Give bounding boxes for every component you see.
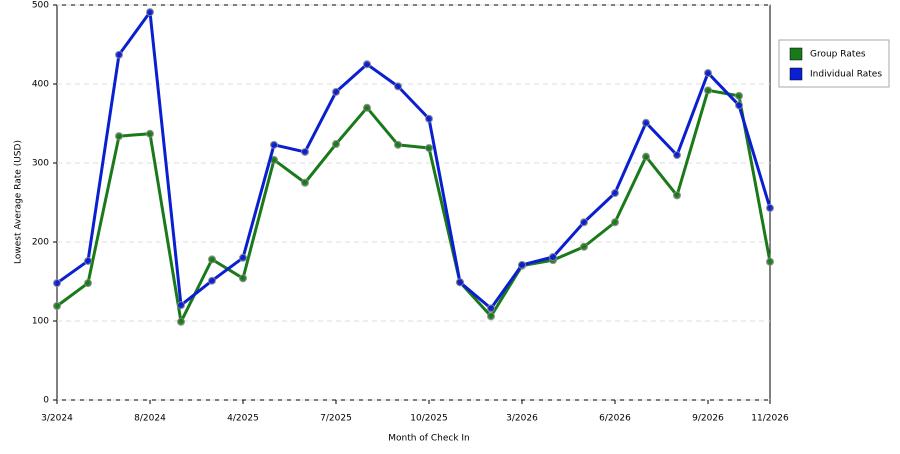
data-point	[735, 91, 743, 100]
data-point	[177, 317, 185, 326]
data-point	[115, 50, 123, 59]
data-point	[84, 279, 92, 288]
x-axis-title: Month of Check In	[388, 434, 470, 444]
data-point	[332, 140, 340, 149]
data-point	[487, 304, 495, 313]
x-tick-label: 6/2026	[599, 414, 631, 424]
plot-frame	[56, 4, 771, 401]
data-point	[301, 147, 309, 156]
data-point	[301, 178, 309, 187]
data-point	[208, 255, 216, 264]
data-point	[239, 253, 247, 262]
x-tick-label: 3/2024	[41, 414, 73, 424]
data-point	[456, 278, 464, 287]
data-point	[704, 68, 712, 77]
data-point	[642, 152, 650, 161]
x-tick-label: 11/2026	[751, 414, 789, 424]
x-tick-label: 3/2026	[506, 414, 538, 424]
y-tick-label: 300	[32, 159, 49, 169]
data-point	[518, 260, 526, 269]
y-tick-label: 0	[43, 396, 49, 406]
data-point	[239, 274, 247, 283]
data-point	[673, 151, 681, 160]
data-point	[208, 276, 216, 285]
y-tick-label: 500	[32, 1, 49, 11]
data-point	[611, 218, 619, 227]
x-tick-label: 4/2025	[227, 414, 259, 424]
data-point	[425, 114, 433, 123]
data-point	[394, 140, 402, 149]
data-point	[53, 301, 61, 310]
data-point	[363, 60, 371, 69]
series-line	[56, 10, 772, 310]
data-point	[642, 118, 650, 127]
y-axis-title: Lowest Average Rate (USD)	[14, 140, 24, 264]
legend-label: Group Rates	[810, 50, 866, 60]
data-point	[84, 256, 92, 265]
y-tick-label: 400	[32, 80, 49, 90]
data-point	[425, 143, 433, 152]
data-point	[611, 189, 619, 198]
data-point	[487, 312, 495, 321]
data-point	[766, 204, 774, 213]
data-point	[177, 301, 185, 310]
data-point	[549, 253, 557, 262]
data-point	[766, 257, 774, 266]
data-point	[580, 218, 588, 227]
x-tick-label: 7/2025	[320, 414, 352, 424]
x-tick-label: 10/2025	[410, 414, 447, 424]
data-point	[363, 103, 371, 112]
x-tick-label: 8/2024	[134, 414, 166, 424]
x-tick-label: 9/2026	[692, 414, 724, 424]
data-point	[735, 101, 743, 110]
series-line	[56, 88, 772, 324]
data-point	[53, 279, 61, 288]
data-point	[332, 87, 340, 96]
legend-swatch	[789, 47, 803, 61]
data-point	[115, 132, 123, 141]
legend-swatch	[789, 67, 803, 81]
data-point	[270, 140, 278, 149]
y-tick-label: 200	[32, 238, 49, 248]
data-point	[704, 86, 712, 95]
data-point	[146, 8, 154, 17]
y-tick-label: 100	[32, 317, 49, 327]
data-point	[580, 242, 588, 251]
data-point	[146, 129, 154, 138]
legend-label: Individual Rates	[810, 70, 882, 80]
data-point	[394, 82, 402, 91]
data-point	[673, 191, 681, 200]
